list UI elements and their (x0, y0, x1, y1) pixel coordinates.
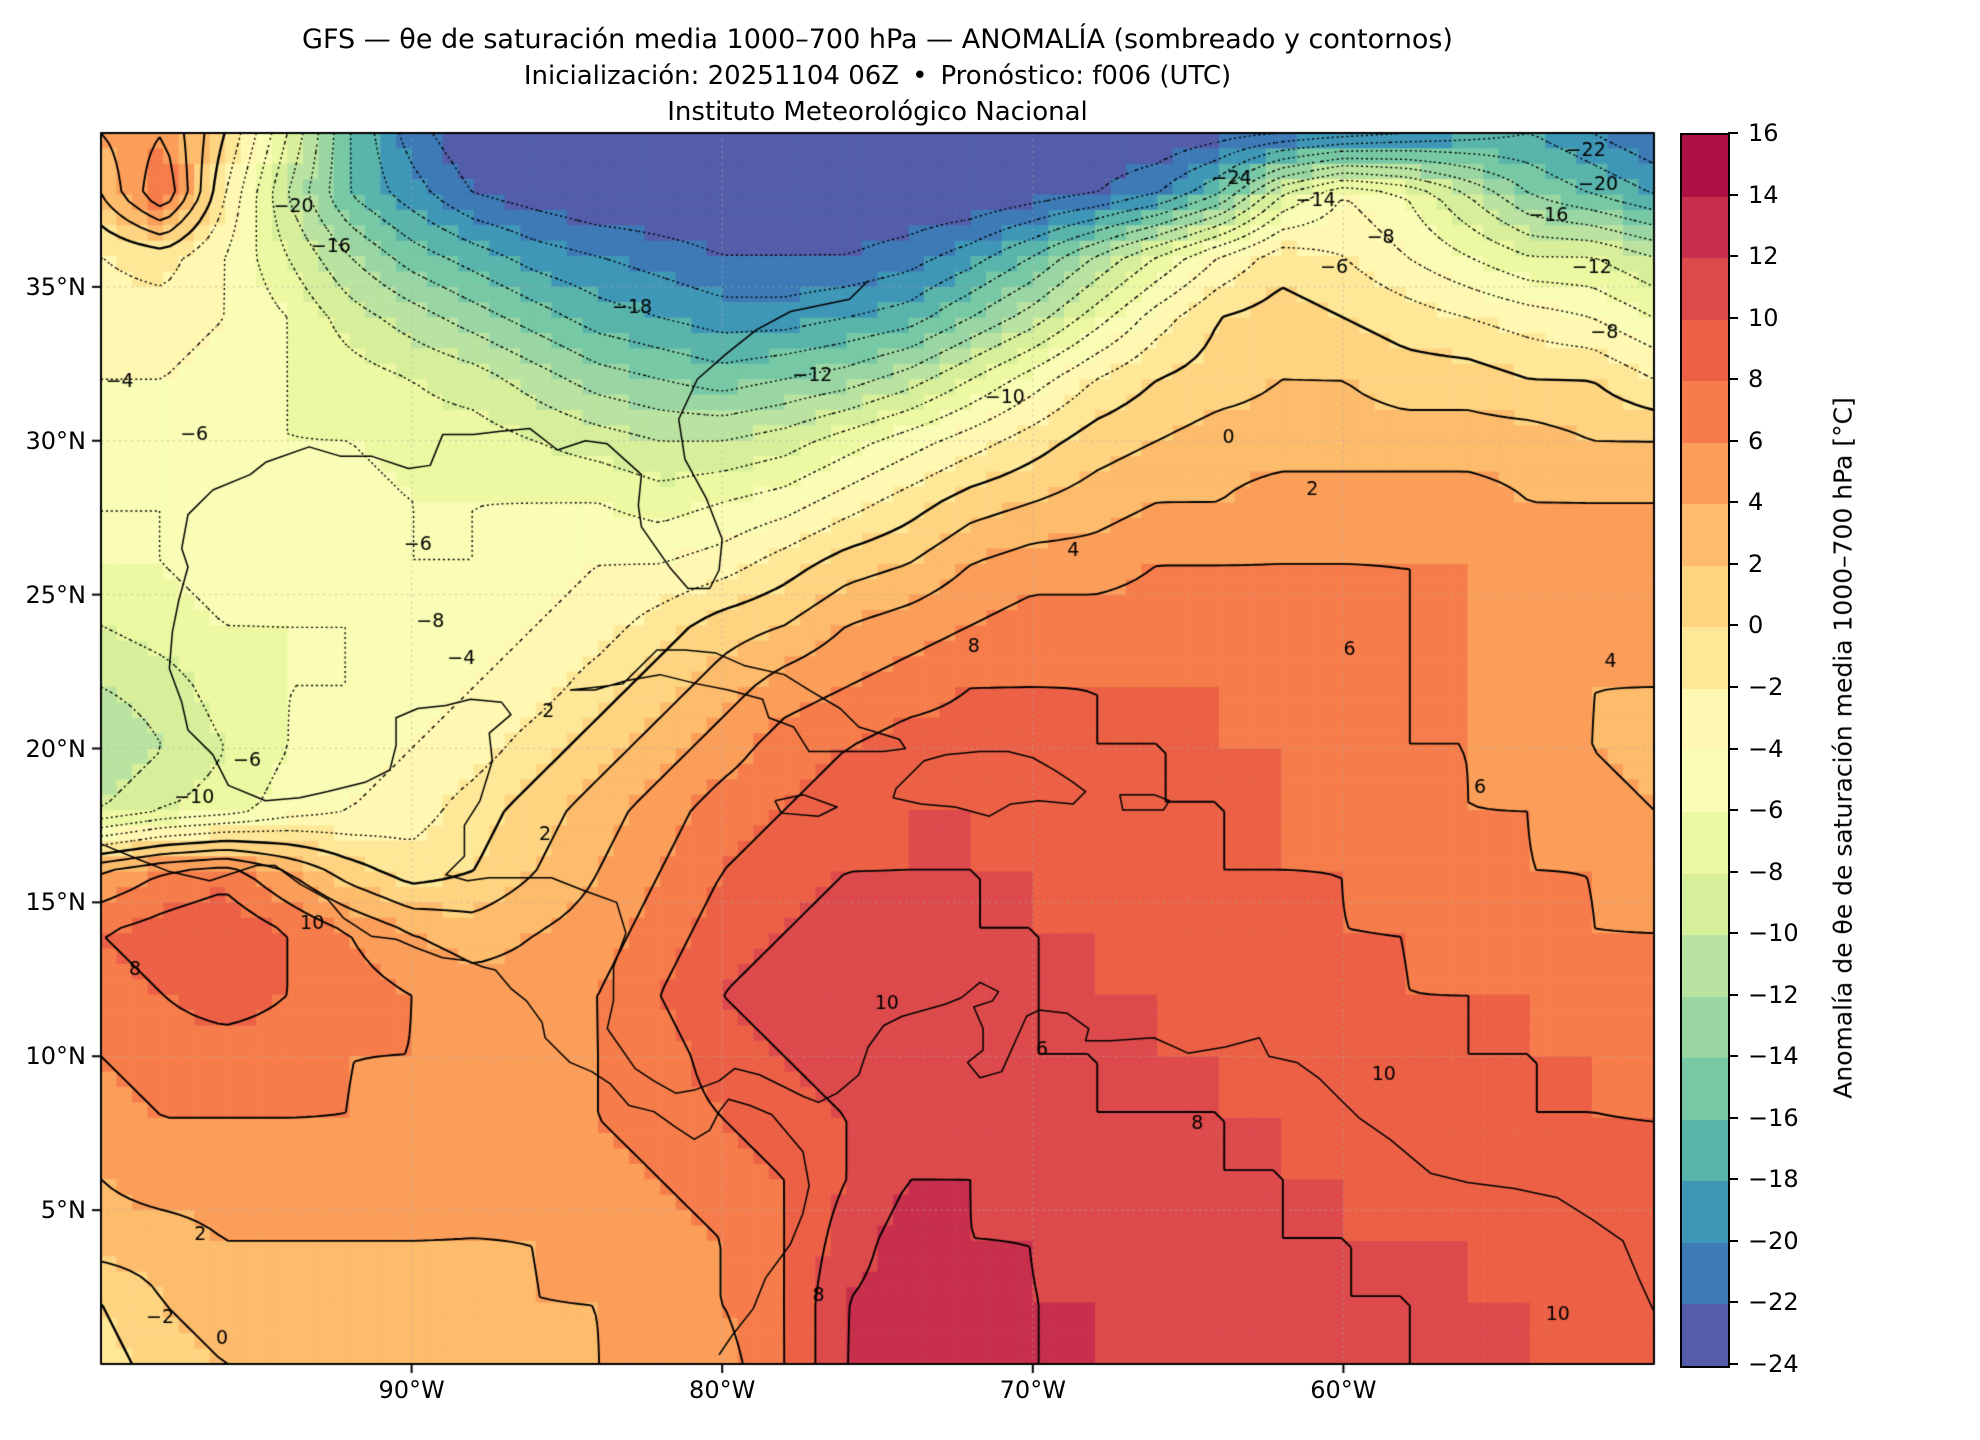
y-tick-label: 30°N (25, 426, 87, 455)
x-tick-label: 80°W (689, 1376, 756, 1404)
colorbar-band (1682, 135, 1728, 197)
colorbar-tick-mark (1728, 255, 1738, 258)
colorbar-tick-mark (1728, 1363, 1738, 1365)
colorbar-tick-mark (1728, 624, 1738, 627)
colorbar-tick-label: −6 (1748, 796, 1784, 825)
colorbar-band (1682, 442, 1728, 505)
colorbar-tick-mark (1728, 1178, 1738, 1181)
colorbar (1680, 133, 1730, 1368)
colorbar-tick-label: −14 (1748, 1042, 1799, 1071)
y-tick-label: 20°N (25, 734, 87, 763)
colorbar-tick-label: 14 (1748, 180, 1779, 209)
colorbar-band (1682, 565, 1728, 628)
colorbar-band (1682, 319, 1728, 382)
colorbar-tick-mark (1728, 501, 1738, 504)
colorbar-band (1682, 381, 1728, 443)
y-tick-label: 5°N (40, 1196, 86, 1225)
colorbar-tick-label: 10 (1748, 303, 1779, 332)
colorbar-band (1682, 627, 1728, 689)
colorbar-tick-mark (1728, 439, 1738, 442)
colorbar-tick-label: 4 (1748, 488, 1764, 517)
colorbar-band (1682, 1304, 1728, 1366)
colorbar-tick-mark (1728, 316, 1738, 319)
colorbar-band (1682, 1242, 1728, 1305)
colorbar-tick-label: 8 (1748, 365, 1764, 394)
x-tick-label: 60°W (1310, 1376, 1377, 1404)
colorbar-tick-mark (1728, 562, 1738, 565)
colorbar-tick-label: −18 (1748, 1165, 1799, 1194)
colorbar-tick-label: −10 (1748, 919, 1799, 948)
colorbar-band (1682, 996, 1728, 1059)
colorbar-band (1682, 1181, 1728, 1243)
colorbar-tick-label: 0 (1748, 611, 1764, 640)
colorbar-tick-mark (1728, 1239, 1738, 1242)
colorbar-band (1682, 196, 1728, 259)
colorbar-band (1682, 1058, 1728, 1120)
chart-title: GFS — θe de saturación media 1000–700 hP… (302, 24, 1453, 55)
colorbar-tick-mark (1728, 747, 1738, 750)
colorbar-tick-mark (1728, 1116, 1738, 1119)
chart-institution: Instituto Meteorológico Nacional (667, 97, 1088, 127)
colorbar-band (1682, 504, 1728, 566)
colorbar-tick-label: −2 (1748, 672, 1784, 701)
colorbar-band (1682, 258, 1728, 320)
colorbar-tick-label: 12 (1748, 242, 1779, 271)
colorbar-tick-label: −24 (1748, 1350, 1799, 1378)
colorbar-axis-label: Anomalía de θe de saturación media 1000–… (1828, 397, 1858, 1099)
colorbar-band (1682, 935, 1728, 997)
colorbar-tick-label: 16 (1748, 119, 1779, 147)
y-tick-label: 10°N (25, 1042, 87, 1071)
colorbar-band (1682, 873, 1728, 936)
colorbar-tick-mark (1728, 1301, 1738, 1304)
colorbar-tick-mark (1728, 685, 1738, 688)
colorbar-tick-label: 2 (1748, 549, 1764, 578)
colorbar-band (1682, 812, 1728, 874)
y-tick-label: 35°N (25, 272, 87, 301)
y-tick-label: 15°N (25, 888, 87, 917)
colorbar-tick-label: −8 (1748, 857, 1784, 886)
colorbar-tick-mark (1728, 1055, 1738, 1058)
colorbar-tick-mark (1728, 193, 1738, 196)
colorbar-tick-label: −4 (1748, 734, 1784, 763)
colorbar-tick-mark (1728, 132, 1738, 134)
x-tick-label: 70°W (999, 1376, 1066, 1404)
colorbar-tick-label: −16 (1748, 1103, 1799, 1132)
colorbar-band (1682, 750, 1728, 813)
colorbar-tick-mark (1728, 870, 1738, 873)
colorbar-tick-mark (1728, 378, 1738, 381)
colorbar-tick-mark (1728, 993, 1738, 996)
colorbar-band (1682, 1119, 1728, 1182)
colorbar-tick-label: 6 (1748, 426, 1764, 455)
colorbar-tick-label: −22 (1748, 1288, 1799, 1317)
colorbar-tick-label: −20 (1748, 1226, 1799, 1255)
colorbar-gradient (1682, 135, 1728, 1366)
chart-subtitle-init-forecast: Inicialización: 20251104 06Z • Pronóstic… (523, 61, 1232, 91)
x-tick-label: 90°W (378, 1376, 445, 1404)
colorbar-band (1682, 688, 1728, 751)
colorbar-tick-label: −12 (1748, 980, 1799, 1009)
colorbar-tick-mark (1728, 932, 1738, 935)
colorbar-tick-mark (1728, 809, 1738, 812)
y-tick-label: 25°N (25, 580, 87, 609)
